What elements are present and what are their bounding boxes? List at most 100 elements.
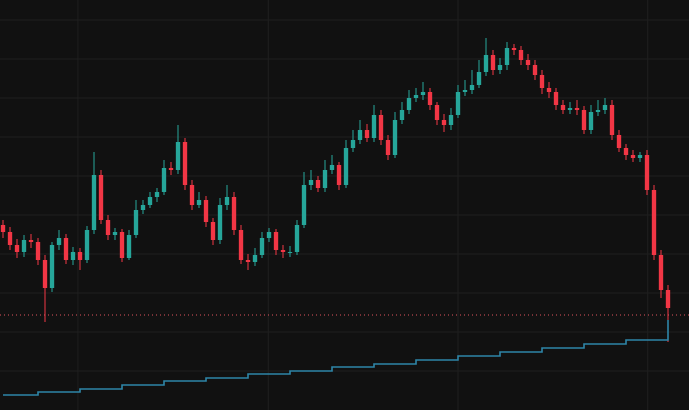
candle-body bbox=[483, 55, 489, 72]
line-series bbox=[3, 320, 669, 396]
candle-body bbox=[91, 175, 97, 230]
candle-body bbox=[511, 48, 517, 50]
candle-body bbox=[567, 108, 573, 110]
candle-body bbox=[154, 192, 160, 197]
candle-body bbox=[63, 238, 69, 260]
candle-body bbox=[182, 142, 188, 185]
candle-body bbox=[623, 148, 629, 155]
candle-body bbox=[462, 90, 468, 92]
candle-body bbox=[581, 110, 587, 130]
candle-body bbox=[595, 110, 601, 112]
candle-body bbox=[7, 232, 13, 245]
candle-body bbox=[308, 180, 314, 185]
candle-body bbox=[546, 88, 552, 92]
candle-body bbox=[245, 260, 251, 262]
candle-body bbox=[21, 240, 27, 252]
candle-body bbox=[553, 92, 559, 105]
candle-body bbox=[420, 92, 426, 95]
candle-body bbox=[539, 75, 545, 88]
candle-body bbox=[77, 252, 83, 260]
candle-body bbox=[168, 168, 174, 170]
candle-body bbox=[238, 230, 244, 260]
candle-body bbox=[14, 245, 20, 252]
candle-body bbox=[434, 105, 440, 120]
candle-body bbox=[35, 242, 41, 260]
candle-body bbox=[385, 140, 391, 155]
candle-body bbox=[609, 105, 615, 135]
candle-body bbox=[602, 105, 608, 110]
candle-body bbox=[259, 238, 265, 255]
candle-body bbox=[84, 230, 90, 260]
candle-body bbox=[665, 290, 671, 308]
candle-body bbox=[336, 165, 342, 185]
candle-body bbox=[574, 108, 580, 110]
candle-body bbox=[560, 105, 566, 110]
candle-body bbox=[455, 92, 461, 115]
candle-body bbox=[413, 95, 419, 98]
candle-body bbox=[203, 200, 209, 222]
candle-body bbox=[294, 225, 300, 252]
candle-body bbox=[616, 135, 622, 148]
candle-body bbox=[0, 225, 6, 232]
candle-body bbox=[231, 197, 237, 230]
candle-body bbox=[140, 205, 146, 210]
candle-body bbox=[105, 220, 111, 235]
candle-body bbox=[70, 252, 76, 260]
candle-body bbox=[217, 205, 223, 240]
candle-body bbox=[280, 250, 286, 252]
candle-body bbox=[189, 185, 195, 205]
candle-body bbox=[525, 60, 531, 65]
candle-body bbox=[210, 222, 216, 240]
candle-body bbox=[42, 260, 48, 288]
candle-body bbox=[350, 140, 356, 148]
candle-body bbox=[469, 85, 475, 90]
candle-body bbox=[98, 175, 104, 220]
candle-body bbox=[490, 55, 496, 70]
candle-body bbox=[315, 180, 321, 188]
candle-body bbox=[343, 148, 349, 185]
candle-body bbox=[504, 48, 510, 65]
candle-body bbox=[175, 142, 181, 170]
candle-body bbox=[644, 155, 650, 190]
candle-body bbox=[518, 50, 524, 60]
candle-body bbox=[406, 98, 412, 110]
candle-body bbox=[196, 200, 202, 205]
candle-body bbox=[378, 115, 384, 140]
candle-body bbox=[427, 92, 433, 105]
candle-body bbox=[301, 185, 307, 225]
candle-body bbox=[497, 65, 503, 70]
candle-body bbox=[28, 240, 34, 242]
candle-body bbox=[658, 255, 664, 290]
candle-body bbox=[287, 252, 293, 253]
candle-body bbox=[126, 235, 132, 258]
candle-body bbox=[273, 232, 279, 250]
candle-body bbox=[147, 197, 153, 205]
candle-body bbox=[357, 130, 363, 140]
candle-body bbox=[364, 130, 370, 138]
candle-body bbox=[399, 110, 405, 120]
candle-body bbox=[329, 165, 335, 170]
candle-body bbox=[651, 190, 657, 255]
candle-body bbox=[637, 155, 643, 158]
candle-body bbox=[119, 232, 125, 258]
candle-body bbox=[224, 197, 230, 205]
candle-body bbox=[532, 65, 538, 75]
candle-body bbox=[161, 168, 167, 192]
candle-body bbox=[133, 210, 139, 235]
candle-body bbox=[266, 232, 272, 238]
candle-body bbox=[630, 155, 636, 158]
candle-body bbox=[392, 120, 398, 155]
candle-body bbox=[588, 112, 594, 130]
candle-body bbox=[56, 238, 62, 245]
candle-body bbox=[322, 170, 328, 188]
candle-body bbox=[371, 115, 377, 138]
candle-body bbox=[112, 232, 118, 235]
candle-body bbox=[49, 245, 55, 288]
candle-body bbox=[441, 120, 447, 125]
candle-body bbox=[476, 72, 482, 85]
candle-body bbox=[448, 115, 454, 125]
candle-body bbox=[252, 255, 258, 262]
